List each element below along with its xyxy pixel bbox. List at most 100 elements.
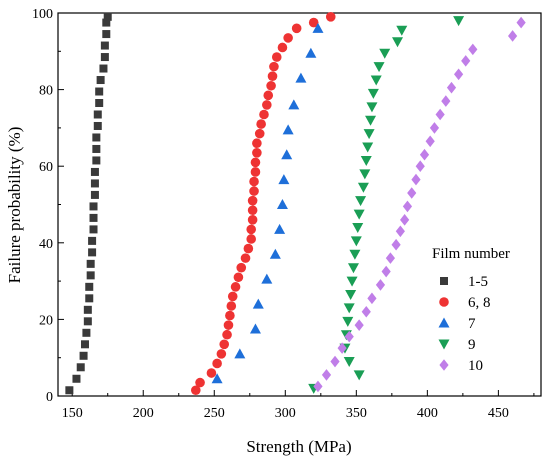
data-point <box>233 272 244 283</box>
data-point <box>425 135 435 148</box>
data-point <box>234 348 246 359</box>
data-point <box>90 179 99 188</box>
data-point <box>367 88 379 99</box>
data-point <box>252 138 262 149</box>
data-point <box>461 55 471 67</box>
y-tick-label: 20 <box>39 313 53 328</box>
data-point <box>330 355 340 368</box>
series-diamond <box>313 16 526 393</box>
data-point <box>65 386 74 395</box>
data-point <box>312 22 324 33</box>
x-tick-label: 150 <box>62 406 83 421</box>
data-point <box>281 149 293 160</box>
data-point <box>366 102 378 113</box>
data-point <box>100 53 109 62</box>
data-point <box>321 369 332 381</box>
data-point <box>240 253 251 263</box>
data-point <box>259 109 269 120</box>
data-point <box>80 340 89 349</box>
data-point <box>99 64 108 73</box>
data-point <box>216 349 227 359</box>
legend-marker <box>439 297 449 307</box>
data-point <box>277 42 288 53</box>
data-point <box>379 48 391 59</box>
data-point <box>359 169 371 180</box>
data-point <box>76 363 85 372</box>
data-point <box>373 62 385 73</box>
data-point <box>249 186 259 196</box>
y-axis: 0 20 40 60 80 100 <box>32 7 64 405</box>
data-point <box>243 243 254 254</box>
data-point <box>254 128 265 139</box>
y-tick-label: 100 <box>32 7 53 22</box>
data-point <box>343 357 355 368</box>
data-point <box>93 121 102 130</box>
data-point <box>249 323 261 334</box>
data-point <box>325 12 336 22</box>
data-point <box>252 147 262 158</box>
legend-marker <box>438 317 450 328</box>
data-point <box>219 339 230 350</box>
data-point <box>283 33 293 43</box>
legend-title: Film number <box>432 246 510 262</box>
legend-marker <box>440 277 448 285</box>
data-point <box>250 157 261 168</box>
data-point <box>271 52 282 62</box>
data-point <box>429 122 440 134</box>
data-point <box>103 12 112 21</box>
data-point <box>90 167 99 176</box>
data-point <box>92 133 101 142</box>
data-point <box>365 115 377 126</box>
series-triangle-down <box>308 16 465 394</box>
data-point <box>247 195 258 206</box>
data-point <box>346 276 358 287</box>
data-point <box>100 41 109 50</box>
data-point <box>102 30 111 39</box>
legend-label: 6, 8 <box>468 295 491 311</box>
data-points <box>65 12 526 396</box>
data-point <box>454 68 464 81</box>
data-point <box>367 292 377 305</box>
data-point <box>313 380 323 393</box>
data-point <box>88 248 97 257</box>
data-point <box>288 99 300 110</box>
data-point <box>353 209 365 220</box>
data-point <box>86 271 95 280</box>
x-tick-label: 350 <box>346 406 367 421</box>
data-point <box>415 160 425 172</box>
data-point <box>223 320 234 330</box>
data-point <box>267 71 278 81</box>
y-tick-label: 0 <box>46 390 53 405</box>
data-point <box>262 100 272 110</box>
data-point <box>337 342 347 354</box>
data-point <box>206 368 217 378</box>
data-point <box>88 236 97 245</box>
data-point <box>82 328 91 337</box>
data-point <box>89 202 98 211</box>
data-point <box>227 291 238 302</box>
data-point <box>392 37 404 48</box>
data-point <box>96 76 105 85</box>
data-point <box>86 259 95 268</box>
data-point <box>357 182 369 193</box>
data-point <box>246 234 256 244</box>
data-point <box>276 199 288 209</box>
data-point <box>83 317 92 326</box>
data-point <box>261 273 273 284</box>
data-point <box>345 290 357 301</box>
x-tick-label: 400 <box>417 406 438 421</box>
data-point <box>195 377 205 388</box>
x-tick-label: 450 <box>488 406 509 421</box>
data-point <box>435 108 445 121</box>
data-point <box>93 110 102 119</box>
data-point <box>250 167 261 177</box>
y-tick-label: 80 <box>39 84 53 99</box>
data-point <box>269 61 279 72</box>
data-point <box>402 200 413 213</box>
x-axis-title: Strength (MPa) <box>246 437 351 456</box>
legend-marker <box>439 359 449 371</box>
legend-label: 7 <box>468 316 476 332</box>
data-point <box>349 249 361 260</box>
data-point <box>354 319 364 331</box>
